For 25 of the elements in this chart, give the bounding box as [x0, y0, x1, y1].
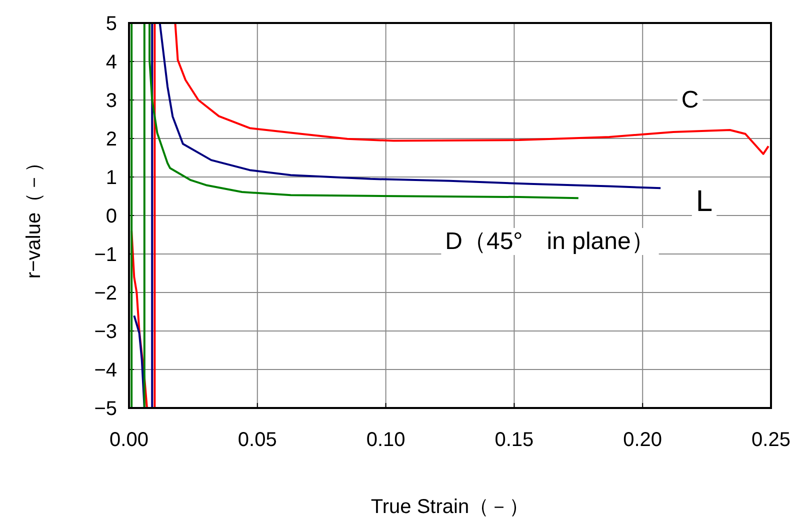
line-series: [158, 22, 662, 190]
y-tick-label: −1: [94, 244, 117, 266]
y-tick-label: 3: [106, 90, 117, 112]
y-tick-label: −5: [94, 398, 117, 420]
x-axis-title: True Strain（－）: [370, 496, 530, 518]
x-tick-label: 0.00: [110, 429, 148, 451]
y-tick-label: 0: [106, 206, 117, 228]
annotation: C: [681, 86, 699, 114]
x-tick-label: 0.15: [494, 429, 534, 451]
annotation: L: [696, 184, 713, 218]
y-tick-label: 5: [106, 13, 117, 35]
line-series: [148, 22, 580, 200]
annotation: D（45° in plane）: [445, 228, 655, 255]
y-tick-label: 4: [106, 52, 117, 74]
x-tick-label: 0.25: [752, 429, 790, 451]
y-tick-label: 1: [106, 167, 117, 189]
y-tick-label: −3: [94, 321, 117, 343]
x-tick-label: 0.20: [623, 429, 662, 451]
y-tick-label: −2: [94, 282, 117, 304]
y-axis-title: r−value（－）: [23, 152, 45, 279]
y-tick-label: −4: [94, 360, 117, 382]
line-series: [174, 22, 770, 155]
y-tick-label: 2: [106, 128, 117, 150]
x-tick-label: 0.10: [366, 429, 406, 451]
x-tick-label: 0.05: [238, 429, 277, 451]
